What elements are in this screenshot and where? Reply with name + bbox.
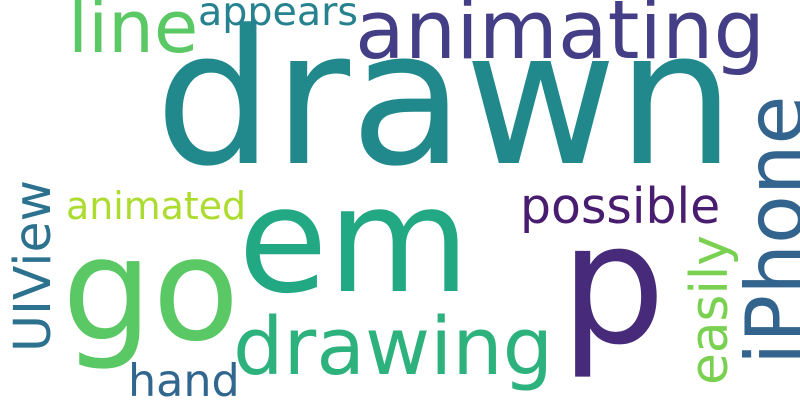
word-em: em [238, 156, 470, 326]
word-drawn: drawn [155, 0, 736, 208]
word-line: line [68, 0, 199, 70]
word-uiview: UIView [3, 180, 62, 352]
word-hand: hand [128, 356, 240, 400]
word-animated: animated [66, 184, 247, 229]
word-iphone: iPhone [729, 95, 800, 365]
word-easily: easily [680, 235, 740, 385]
word-animating: animating [355, 0, 765, 79]
word-possible: possible [520, 178, 721, 236]
word-appears: appears [198, 0, 358, 35]
word-go: go [62, 207, 240, 374]
word-drawing: drawing [233, 299, 554, 393]
word-p: p [560, 188, 666, 382]
